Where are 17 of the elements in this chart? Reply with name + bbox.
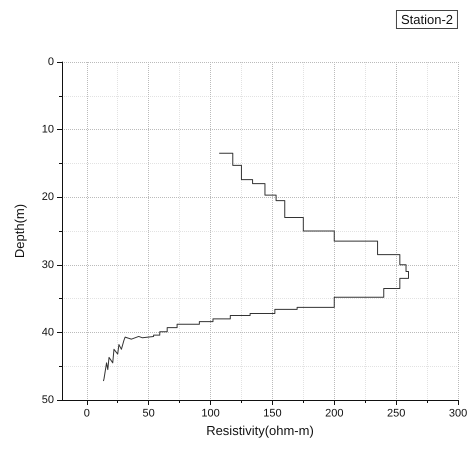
y-tick-label: 20	[42, 191, 54, 204]
y-tick-label: 10	[42, 124, 54, 136]
y-tick-label: 50	[42, 394, 54, 406]
x-tick-label: 50	[142, 408, 155, 420]
x-tick-label: 250	[386, 408, 406, 420]
y-tick-label: 30	[42, 258, 54, 271]
x-tick-label: 0	[84, 408, 90, 420]
x-axis-title: Resistivity(ohm-m)	[206, 423, 314, 438]
y-tick-label: 0	[48, 56, 54, 68]
x-tick-label: 200	[325, 408, 344, 420]
chart-title: Station-2	[400, 12, 454, 27]
y-tick-label: 40	[42, 326, 54, 338]
x-tick-label: 300	[448, 408, 468, 420]
x-tick-label: 150	[263, 408, 282, 420]
x-tick-label: 100	[201, 408, 220, 420]
y-axis-title: Depth(m)	[12, 204, 27, 258]
line-series	[102, 152, 409, 382]
